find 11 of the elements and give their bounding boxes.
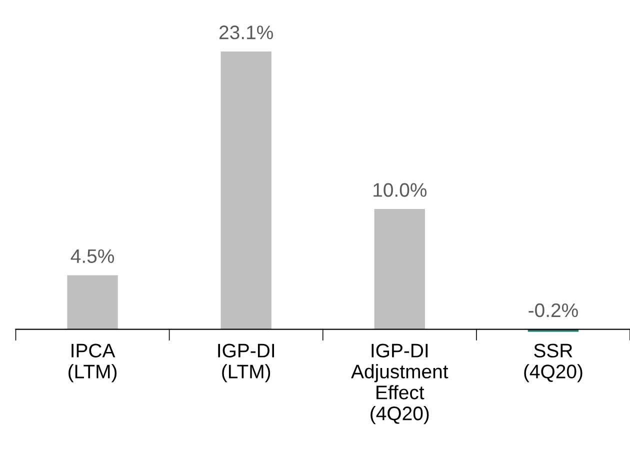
data-label: 10.0% [374,183,427,197]
data-label: 23.1% [220,26,273,40]
x-tick-label: IGP-DI Adjustment Effect (4Q20) [351,344,448,424]
x-tick-label: IPCA (LTM) [68,344,117,382]
bar [220,51,272,330]
data-label: -0.2% [528,303,578,318]
bar [374,209,425,330]
data-label: 4.5% [70,249,114,264]
x-tick-label: SSR (4Q20) [524,344,582,382]
bar [67,275,118,330]
x-tick-label: IGP-DI (LTM) [218,344,274,382]
